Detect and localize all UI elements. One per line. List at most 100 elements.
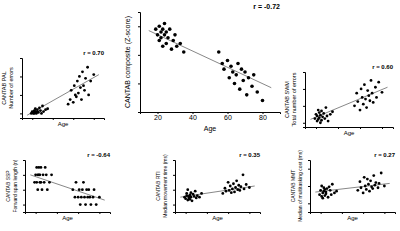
x-tick bbox=[228, 212, 229, 214]
point bbox=[157, 24, 161, 28]
x-tick-mark bbox=[384, 212, 385, 214]
point bbox=[84, 203, 87, 206]
point bbox=[89, 203, 92, 206]
point bbox=[75, 181, 78, 184]
x-tick bbox=[99, 212, 100, 214]
point bbox=[319, 121, 322, 124]
point bbox=[232, 182, 235, 185]
y-tick-mark bbox=[20, 58, 22, 59]
point bbox=[243, 188, 246, 191]
point bbox=[35, 181, 38, 184]
x-tick-mark bbox=[36, 212, 37, 214]
x-tick-mark bbox=[207, 212, 208, 214]
y-axis-title: Median of multitasking cost (ms) bbox=[297, 150, 303, 222]
y-axis bbox=[303, 73, 306, 128]
y-tick bbox=[173, 190, 175, 191]
x-tick-mark bbox=[32, 118, 33, 120]
point bbox=[87, 94, 90, 97]
y-axis-title: Total number of errors bbox=[291, 72, 297, 126]
point bbox=[240, 67, 244, 71]
point bbox=[373, 184, 376, 187]
point bbox=[217, 50, 221, 54]
y-tick bbox=[173, 175, 175, 176]
point bbox=[39, 109, 42, 112]
x-tick-mark bbox=[228, 212, 229, 214]
point bbox=[164, 30, 168, 34]
y-tick bbox=[20, 113, 22, 114]
point bbox=[89, 80, 92, 83]
point bbox=[198, 196, 201, 199]
point bbox=[331, 183, 334, 186]
point bbox=[79, 86, 82, 89]
point bbox=[247, 76, 251, 80]
x-tick bbox=[94, 118, 95, 120]
x-axis-title: Age bbox=[58, 121, 69, 127]
point bbox=[364, 98, 367, 101]
y-axis-line bbox=[308, 161, 311, 213]
y-axis-title: Forward span length (n) bbox=[12, 159, 18, 212]
x-tick-mark bbox=[342, 212, 343, 214]
point bbox=[318, 111, 321, 114]
point bbox=[255, 90, 259, 94]
x-tick-label: 60 bbox=[224, 114, 232, 121]
point bbox=[78, 188, 81, 191]
x-tick-label: 40 bbox=[189, 114, 197, 121]
point bbox=[224, 187, 227, 190]
point bbox=[359, 109, 362, 112]
point bbox=[194, 190, 197, 193]
point bbox=[171, 39, 175, 43]
point bbox=[235, 179, 238, 182]
point bbox=[252, 73, 256, 77]
x-tick-mark bbox=[249, 212, 250, 214]
point bbox=[38, 173, 41, 176]
annotation: r = 0.35 bbox=[239, 152, 261, 158]
point bbox=[233, 82, 237, 86]
point bbox=[83, 196, 86, 199]
point bbox=[41, 105, 44, 108]
point bbox=[330, 193, 333, 196]
point bbox=[74, 196, 77, 199]
point bbox=[236, 62, 240, 66]
x-tick bbox=[207, 212, 208, 214]
y-tick-mark bbox=[138, 26, 140, 27]
y-tick-mark bbox=[23, 190, 25, 191]
point bbox=[77, 196, 80, 199]
x-tick-label: 20 bbox=[154, 114, 162, 121]
point bbox=[360, 88, 363, 91]
point bbox=[156, 33, 160, 37]
point bbox=[329, 189, 332, 192]
y-tick bbox=[138, 112, 140, 113]
point bbox=[326, 115, 329, 118]
y-axis-line bbox=[138, 13, 141, 113]
point bbox=[221, 192, 224, 195]
point bbox=[250, 84, 254, 88]
y-tick bbox=[138, 83, 140, 84]
x-tick-label: 80 bbox=[259, 114, 267, 121]
y-tick-mark bbox=[173, 175, 175, 176]
x-tick bbox=[36, 212, 37, 214]
y-tick bbox=[20, 95, 22, 96]
x-axis bbox=[26, 212, 111, 214]
panel: r = 0.27AgeCANTAB MMTMedian of multitask… bbox=[290, 150, 396, 222]
y-tick-mark bbox=[138, 83, 140, 84]
point bbox=[377, 81, 380, 84]
x-axis-line bbox=[23, 119, 105, 121]
x-axis-line bbox=[306, 128, 394, 130]
point bbox=[229, 64, 233, 68]
y-tick bbox=[308, 186, 310, 187]
point bbox=[372, 101, 375, 104]
x-tick bbox=[360, 127, 361, 129]
point bbox=[72, 101, 75, 104]
x-tick bbox=[382, 127, 383, 129]
point bbox=[87, 188, 90, 191]
point bbox=[372, 174, 375, 177]
point bbox=[159, 36, 163, 40]
y-tick-mark bbox=[23, 205, 25, 206]
plot-area bbox=[180, 173, 254, 202]
point bbox=[322, 112, 325, 115]
point bbox=[234, 186, 237, 189]
y-axis bbox=[173, 161, 176, 213]
point bbox=[375, 96, 378, 99]
x-tick-mark bbox=[363, 212, 364, 214]
point bbox=[45, 173, 48, 176]
